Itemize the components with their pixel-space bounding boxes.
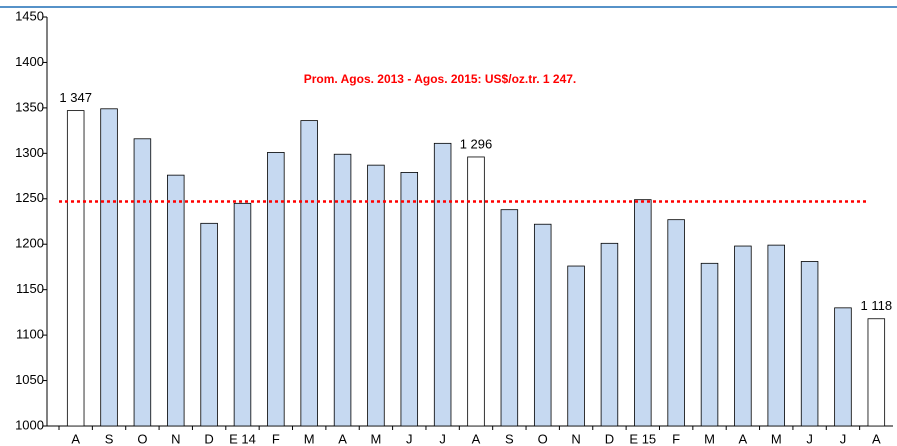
x-tick-label: O (538, 431, 548, 446)
annotation: Prom. Agos. 2013 - Agos. 2015: US$/oz.tr… (304, 72, 577, 86)
data-label: 1 347 (59, 90, 92, 105)
bar (400, 172, 419, 427)
x-tick-label: M (704, 431, 715, 446)
x-tick-label: J (840, 431, 847, 446)
bar (700, 262, 719, 427)
x-tick-label: D (605, 431, 614, 446)
y-tick-label: 1450 (15, 8, 44, 23)
x-tick-label: E 14 (229, 431, 256, 446)
y-tick-label: 1050 (15, 372, 44, 387)
x-tick-label: A (338, 431, 347, 446)
bar (133, 138, 152, 427)
x-tick-label: M (304, 431, 315, 446)
bar (634, 199, 652, 427)
bar (233, 202, 252, 427)
y-tick-label: 1350 (15, 99, 44, 114)
y-tick-label: 1200 (15, 236, 44, 251)
bar (467, 156, 485, 427)
bar (433, 142, 452, 427)
bar (100, 108, 118, 427)
x-tick-label: D (204, 431, 213, 446)
x-tick-label: J (439, 431, 446, 446)
x-tick-label: N (171, 431, 180, 446)
x-tick-label: S (505, 431, 514, 446)
x-tick-label: A (872, 431, 881, 446)
bar (367, 164, 385, 427)
bar (200, 222, 218, 427)
bar (600, 242, 619, 427)
bar (500, 209, 519, 427)
bar (834, 307, 852, 427)
bar (734, 245, 752, 427)
bar (867, 318, 886, 427)
bar (767, 244, 785, 427)
data-label: 1 118 (861, 298, 893, 313)
y-tick-label: 1150 (16, 281, 44, 296)
x-tick-label: A (739, 431, 748, 446)
bar (300, 120, 318, 427)
x-tick-label: N (571, 431, 580, 446)
x-tick-label: J (806, 431, 813, 446)
x-tick-label: F (672, 431, 680, 446)
bar (667, 219, 685, 427)
y-tick-label: 1300 (15, 145, 44, 160)
x-tick-label: M (771, 431, 782, 446)
bar (167, 174, 185, 427)
y-tick-label: 1000 (15, 417, 44, 432)
x-tick-label: J (406, 431, 413, 446)
y-tick-label: 1400 (15, 54, 44, 69)
x-tick-label: O (137, 431, 147, 446)
x-tick-label: S (105, 431, 114, 446)
bar (267, 152, 285, 427)
x-tick-label: E 15 (629, 431, 656, 446)
x-tick-label: F (272, 431, 280, 446)
bar (567, 265, 585, 427)
bar (66, 110, 85, 427)
x-tick-label: A (472, 431, 481, 446)
bar (533, 223, 552, 427)
y-tick-label: 1250 (15, 190, 44, 205)
bar (800, 261, 819, 427)
y-tick-label: 1100 (16, 327, 44, 342)
bar (333, 153, 352, 427)
data-label: 1 296 (460, 136, 493, 151)
x-tick-label: A (71, 431, 80, 446)
x-tick-label: M (370, 431, 381, 446)
